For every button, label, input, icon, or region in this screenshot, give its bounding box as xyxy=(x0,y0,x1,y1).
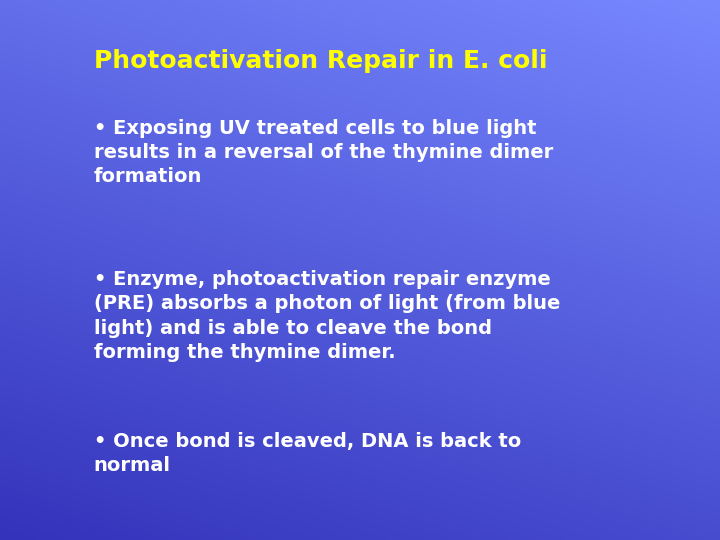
Text: • Once bond is cleaved, DNA is back to
normal: • Once bond is cleaved, DNA is back to n… xyxy=(94,432,521,475)
Text: • Enzyme, photoactivation repair enzyme
(PRE) absorbs a photon of light (from bl: • Enzyme, photoactivation repair enzyme … xyxy=(94,270,560,362)
Text: • Exposing UV treated cells to blue light
results in a reversal of the thymine d: • Exposing UV treated cells to blue ligh… xyxy=(94,119,553,186)
Text: Photoactivation Repair in E. coli: Photoactivation Repair in E. coli xyxy=(94,49,547,72)
